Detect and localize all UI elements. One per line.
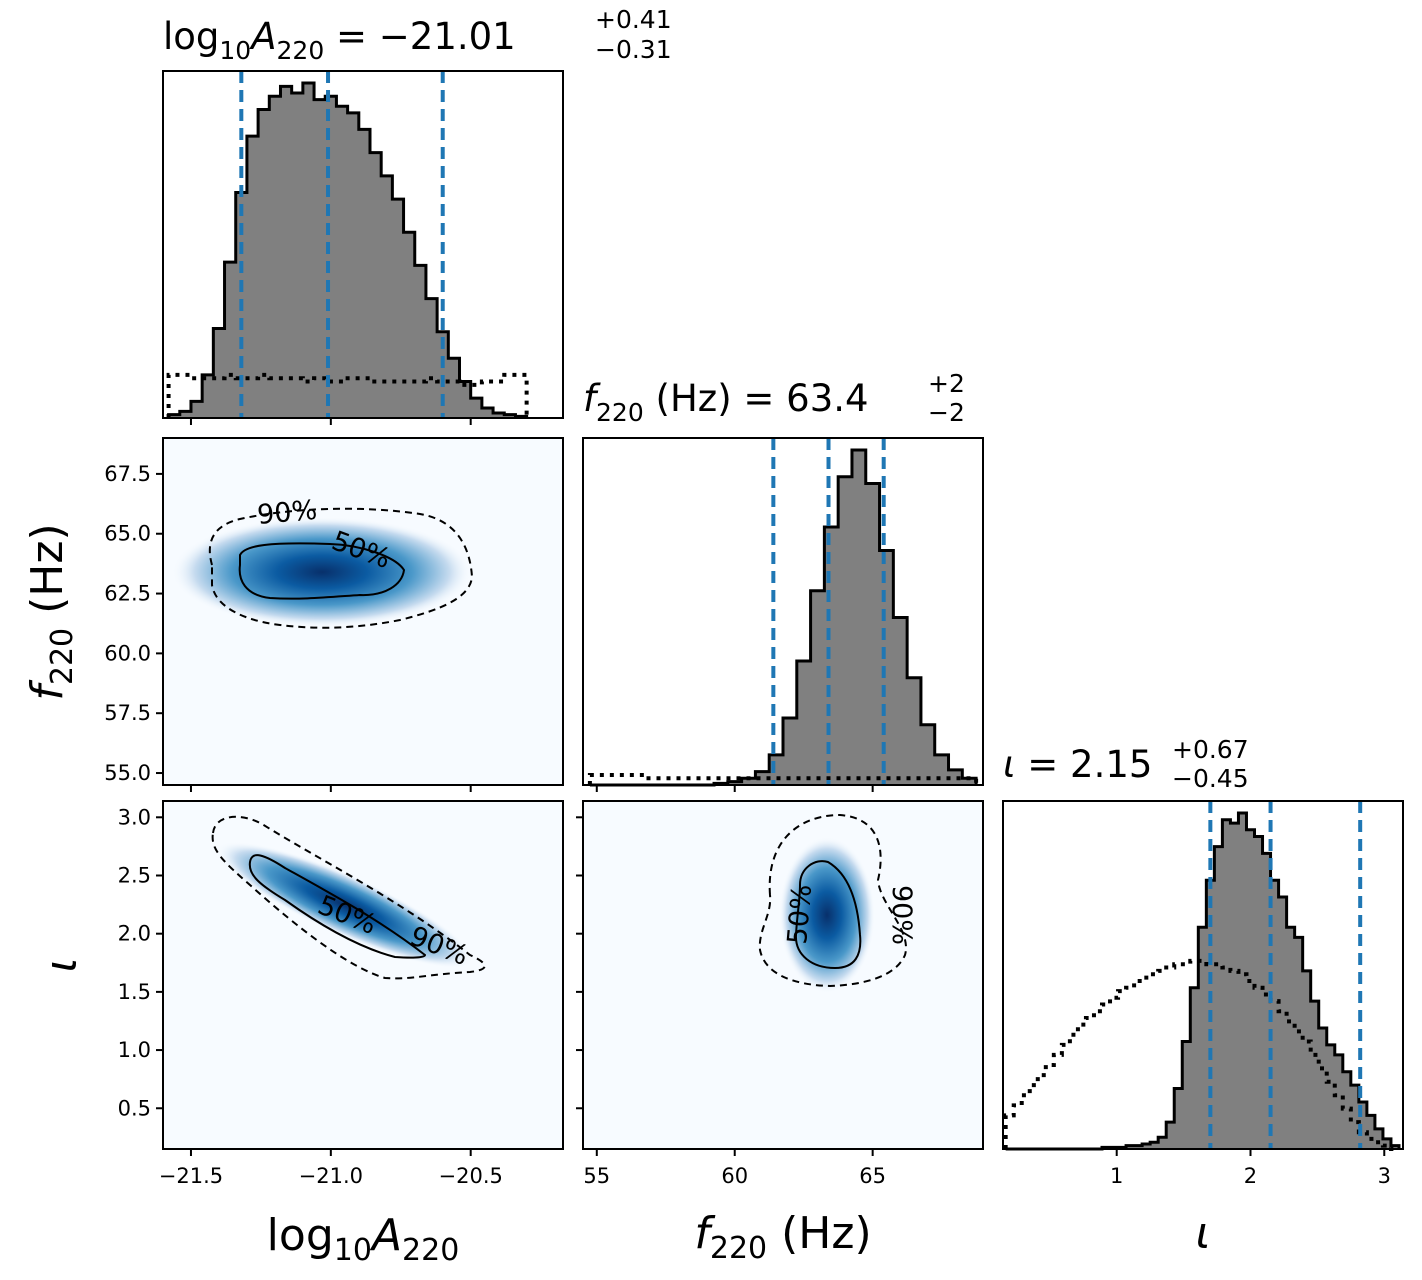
xtick-label-histI-0: 1 [1110,1164,1123,1188]
contour-label-90-f-iota: 90% [886,885,917,945]
contour-90-logA-f [208,507,474,629]
ytick-label-dAF-3: 62.5 [104,582,151,606]
ytick-label-dAI-3: 2.0 [118,922,151,946]
title-logA-sub: −0.31 [595,35,672,64]
prior-line-f [587,772,979,785]
hist-fill-iota [1005,813,1399,1149]
ytick-label-dAF-5: 67.5 [104,462,151,486]
density-blob-logA-f [172,517,472,627]
xtick-label-histI-1: 2 [1244,1164,1257,1188]
xlabel-f: f220 (Hz) [694,1208,871,1266]
xtick-label-dFI-2: 65 [859,1164,886,1188]
panel-density-f-iota [583,801,983,1149]
xlabel-logA: log10A220 [267,1210,460,1268]
xlabel-iota: ι [1196,1208,1211,1259]
frame-density-f-iota [582,800,984,1150]
frame-hist-f [582,437,984,786]
frame-hist-iota [1002,800,1404,1150]
ytick-label-dAF-4: 65.0 [104,522,151,546]
xtick-label-dAI-0: −21.5 [159,1164,223,1188]
ytick-label-dAI-2: 1.5 [118,980,151,1004]
title-iota: ι = 2.15 [1003,743,1152,786]
ytick-label-dAI-1: 1.0 [118,1038,151,1062]
title-logA: log10A220 = −21.01 [163,15,516,65]
contour-50-logA-f [238,542,406,600]
title-iota-sup: +0.67 [1172,735,1249,764]
hist-edge-logA [167,81,529,418]
contour-90-f-iota [758,813,907,988]
frame-hist-logA [162,70,564,419]
ytick-label-dAF-1: 57.5 [104,701,151,725]
prior-line-logA [166,372,529,418]
ytick-label-dAI-4: 2.5 [118,863,151,887]
ytick-label-dAF-2: 60.0 [104,641,151,665]
hist-fill-logA [168,83,527,418]
contour-label-50-f-iota: 50% [782,883,818,945]
xtick-label-dFI-0: 55 [583,1164,610,1188]
title-f-sup: +2 [928,369,965,398]
density-blob-logA-iota [216,841,474,969]
xtick-label-histI-2: 3 [1378,1164,1391,1188]
ylabel-iota: ι [36,958,87,973]
contour-90-logA-iota [211,815,486,980]
xtick-label-dAI-2: −20.5 [439,1164,503,1188]
title-logA-sup: +0.41 [595,5,672,34]
contour-label-90-logA-f: 90% [256,495,318,531]
density-blob-f-iota [779,837,875,993]
prior-line-iota [1003,958,1399,1151]
ytick-label-dAI-5: 3.0 [118,805,151,829]
hist-fill-f [589,450,977,785]
ylabel-f: f220 (Hz) [22,523,80,700]
ytick-label-dAF-0: 55.0 [104,761,151,785]
title-f-sub: −2 [928,398,965,427]
frame-density-logA-iota [162,800,564,1150]
contour-50-f-iota [794,860,862,970]
contour-50-logA-iota [248,854,427,959]
xtick-label-dFI-1: 60 [721,1164,748,1188]
xtick-label-dAI-1: −21.0 [299,1164,363,1188]
hist-edge-iota [1005,811,1401,1151]
frame-density-logA-f [162,437,564,786]
title-iota-sub: −0.45 [1172,764,1249,793]
title-f: f220 (Hz) = 63.4 [583,377,869,427]
ytick-label-dAI-0: 0.5 [118,1096,151,1120]
